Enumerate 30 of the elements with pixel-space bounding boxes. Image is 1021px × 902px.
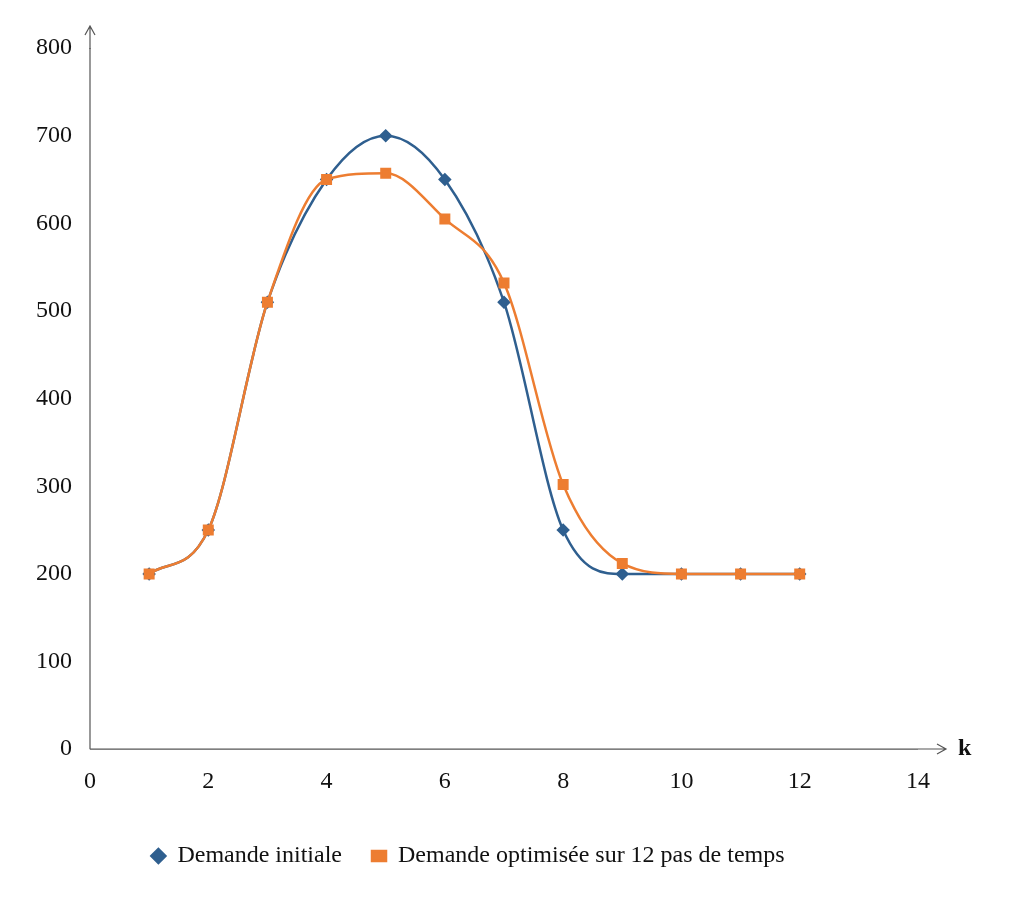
point <box>616 567 629 581</box>
x-tick-label: 10 <box>669 766 694 793</box>
x-axis-title: k <box>958 734 972 761</box>
x-tick-label: 14 <box>906 766 930 793</box>
y-tick-label: 500 <box>36 296 72 323</box>
point <box>379 129 392 142</box>
y-tick-label: 700 <box>36 120 72 147</box>
x-tick-label: 12 <box>787 766 812 793</box>
legend-label: Demande optimisée sur 12 pas de temps <box>398 841 785 868</box>
point <box>498 277 510 289</box>
y-tick-label: 0 <box>60 734 72 761</box>
point <box>556 523 570 537</box>
point <box>557 479 569 490</box>
y-tick-label: 300 <box>36 471 72 498</box>
y-tick-label: 600 <box>36 208 72 235</box>
y-tick-label: 100 <box>36 646 72 673</box>
y-tick-label: 800 <box>36 33 72 60</box>
point <box>616 557 628 569</box>
x-tick-label: 6 <box>438 766 451 793</box>
y-tick-label: 200 <box>36 559 72 586</box>
x-tick-label: 8 <box>557 766 570 793</box>
point <box>439 213 451 225</box>
x-tick-label: 0 <box>84 766 96 793</box>
y-tick-label: 400 <box>36 383 72 410</box>
legend-label: Demande initiale <box>177 841 343 868</box>
x-tick-label: 2 <box>202 766 215 793</box>
point <box>497 295 511 309</box>
x-tick-label: 4 <box>320 766 333 793</box>
point <box>380 167 392 179</box>
point <box>438 173 452 186</box>
